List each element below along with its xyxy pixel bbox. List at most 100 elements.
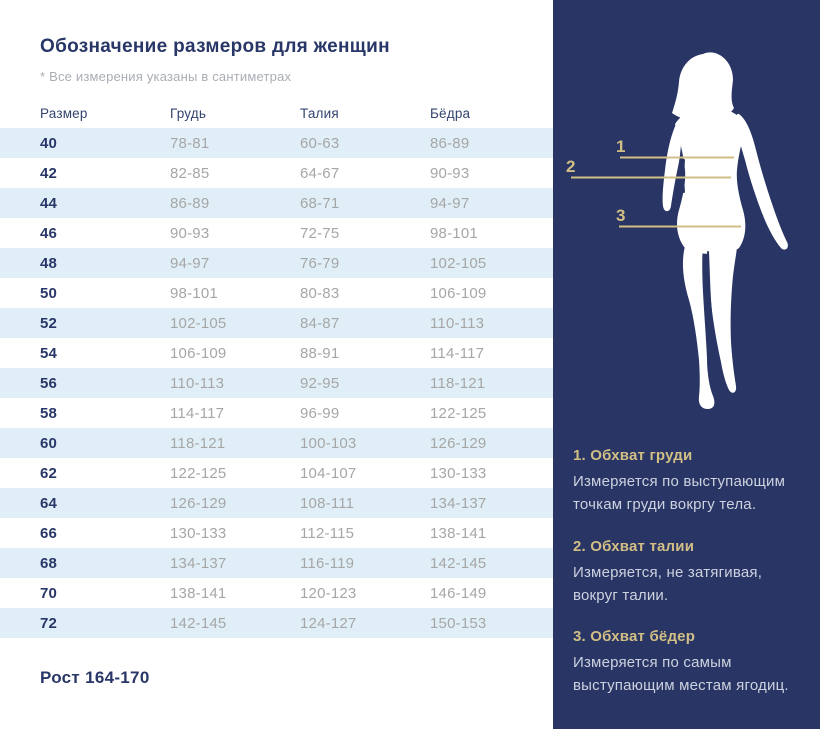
hips-cell: 110-113 <box>430 314 485 332</box>
hips-cell: 134-137 <box>430 494 487 512</box>
waist-cell: 120-123 <box>300 584 357 602</box>
table-row: 66 130-133 112-115 138-141 <box>0 518 553 548</box>
col-header-waist: Талия <box>300 106 339 121</box>
hips-cell: 130-133 <box>430 464 487 482</box>
woman-silhouette <box>662 52 788 409</box>
hips-cell: 142-145 <box>430 554 487 572</box>
measure-number-3: 3 <box>616 206 625 225</box>
size-cell: 62 <box>40 464 58 482</box>
legend-text-waist: Измеряется, не затягивая, вокруг талии. <box>573 563 763 604</box>
chest-cell: 134-137 <box>170 554 227 572</box>
hips-cell: 98-101 <box>430 224 478 242</box>
waist-cell: 68-71 <box>300 194 340 212</box>
chest-cell: 82-85 <box>170 164 210 182</box>
table-row: 48 94-97 76-79 102-105 <box>0 248 553 278</box>
hips-cell: 94-97 <box>430 194 470 212</box>
size-cell: 50 <box>40 284 58 302</box>
hips-cell: 118-121 <box>430 374 486 392</box>
table-row: 58 114-117 96-99 122-125 <box>0 398 553 428</box>
hips-cell: 106-109 <box>430 284 487 302</box>
waist-cell: 60-63 <box>300 134 340 152</box>
size-cell: 54 <box>40 344 58 362</box>
table-row: 62 122-125 104-107 130-133 <box>0 458 553 488</box>
size-cell: 58 <box>40 404 58 422</box>
chest-cell: 118-121 <box>170 434 226 452</box>
table-row: 44 86-89 68-71 94-97 <box>0 188 553 218</box>
chest-cell: 90-93 <box>170 224 210 242</box>
units-note: * Все измерения указаны в сантиметрах <box>40 69 292 84</box>
measure-number-2: 2 <box>566 157 575 176</box>
chest-cell: 86-89 <box>170 194 210 212</box>
size-cell: 46 <box>40 224 58 242</box>
table-row: 68 134-137 116-119 142-145 <box>0 548 553 578</box>
waist-cell: 80-83 <box>300 284 340 302</box>
chest-cell: 94-97 <box>170 254 210 272</box>
measure-lines <box>571 156 741 228</box>
legend-section-chest: 1. Обхват груди Измеряется по выступающи… <box>573 447 808 517</box>
waist-cell: 64-67 <box>300 164 340 182</box>
legend-title-waist: 2. Обхват талии <box>573 537 695 555</box>
size-cell: 56 <box>40 374 58 392</box>
hips-cell: 150-153 <box>430 614 487 632</box>
hips-cell: 90-93 <box>430 164 470 182</box>
waist-cell: 116-119 <box>300 554 355 572</box>
table-row: 52 102-105 84-87 110-113 <box>0 308 553 338</box>
waist-cell: 96-99 <box>300 404 340 422</box>
chest-cell: 98-101 <box>170 284 218 302</box>
chest-cell: 78-81 <box>170 134 210 152</box>
table-row: 40 78-81 60-63 86-89 <box>0 128 553 158</box>
size-cell: 72 <box>40 614 58 632</box>
waist-cell: 100-103 <box>300 434 357 452</box>
waist-cell: 88-91 <box>300 344 340 362</box>
col-header-chest: Грудь <box>170 106 207 121</box>
table-row: 54 106-109 88-91 114-117 <box>0 338 553 368</box>
waist-cell: 84-87 <box>300 314 340 332</box>
table-section: Обозначение размеров для женщин * Все из… <box>0 36 553 687</box>
legend-title-chest: 1. Обхват груди <box>573 447 693 464</box>
size-cell: 52 <box>40 314 58 332</box>
waist-cell: 92-95 <box>300 374 340 392</box>
table-row: 42 82-85 64-67 90-93 <box>0 158 553 188</box>
hips-cell: 114-117 <box>430 344 485 362</box>
size-cell: 40 <box>40 134 58 152</box>
waist-cell: 124-127 <box>300 614 357 632</box>
size-cell: 70 <box>40 584 58 602</box>
table-row: 46 90-93 72-75 98-101 <box>0 218 553 248</box>
legend-text-chest: Измеряется по выступающим точкам груди в… <box>573 473 786 514</box>
table-row: 56 110-113 92-95 118-121 <box>0 368 553 398</box>
legend-section-hips: 3. Обхват бёдер Измеряется по самым выст… <box>573 628 808 698</box>
page-title: Обозначение размеров для женщин <box>40 36 390 57</box>
size-table: Размер Грудь Талия Бёдра 40 78-81 60-63 … <box>0 99 553 638</box>
size-cell: 48 <box>40 254 58 272</box>
chest-cell: 110-113 <box>170 374 225 392</box>
hips-cell: 86-89 <box>430 134 470 152</box>
height-range-label: Рост 164-170 <box>40 668 150 687</box>
chest-cell: 102-105 <box>170 314 227 332</box>
measurement-legend: 1. Обхват груди Измеряется по выступающи… <box>573 447 808 698</box>
chest-cell: 142-145 <box>170 614 227 632</box>
chest-cell: 122-125 <box>170 464 227 482</box>
size-cell: 66 <box>40 524 58 542</box>
waist-cell: 112-115 <box>300 524 355 542</box>
waist-cell: 76-79 <box>300 254 340 272</box>
chest-cell: 114-117 <box>170 404 225 422</box>
size-cell: 64 <box>40 494 58 512</box>
chest-cell: 106-109 <box>170 344 227 362</box>
legend-title-hips: 3. Обхват бёдер <box>573 628 696 645</box>
size-cell: 68 <box>40 554 58 572</box>
table-row: 64 126-129 108-111 134-137 <box>0 488 553 518</box>
size-cell: 42 <box>40 164 58 182</box>
table-row: 50 98-101 80-83 106-109 <box>0 278 553 308</box>
chest-cell: 126-129 <box>170 494 227 512</box>
size-cell: 60 <box>40 434 58 452</box>
chest-cell: 130-133 <box>170 524 227 542</box>
table-header-row: Размер Грудь Талия Бёдра <box>0 99 553 128</box>
col-header-hips: Бёдра <box>430 106 471 121</box>
measurement-panel: 1 2 3 1. Обхват груди Измеряется по выст… <box>553 0 820 729</box>
hips-cell: 122-125 <box>430 404 487 422</box>
table-row: 60 118-121 100-103 126-129 <box>0 428 553 458</box>
chest-cell: 138-141 <box>170 584 227 602</box>
hips-cell: 146-149 <box>430 584 487 602</box>
waist-cell: 104-107 <box>300 464 357 482</box>
col-header-size: Размер <box>40 106 88 121</box>
